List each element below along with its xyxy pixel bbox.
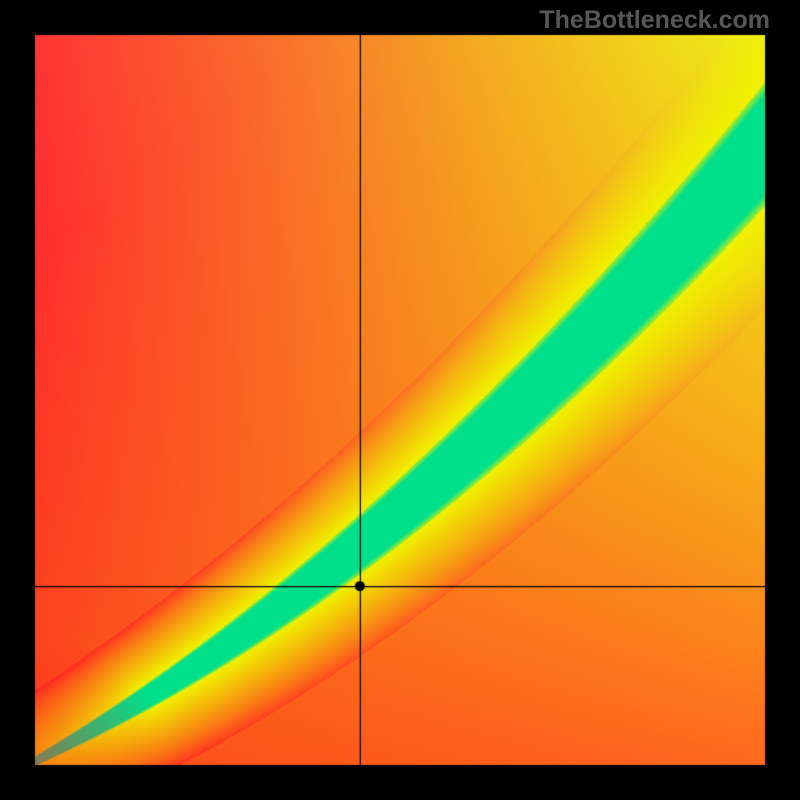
bottleneck-heatmap (0, 0, 800, 800)
chart-container: TheBottleneck.com (0, 0, 800, 800)
watermark-text: TheBottleneck.com (539, 6, 770, 35)
